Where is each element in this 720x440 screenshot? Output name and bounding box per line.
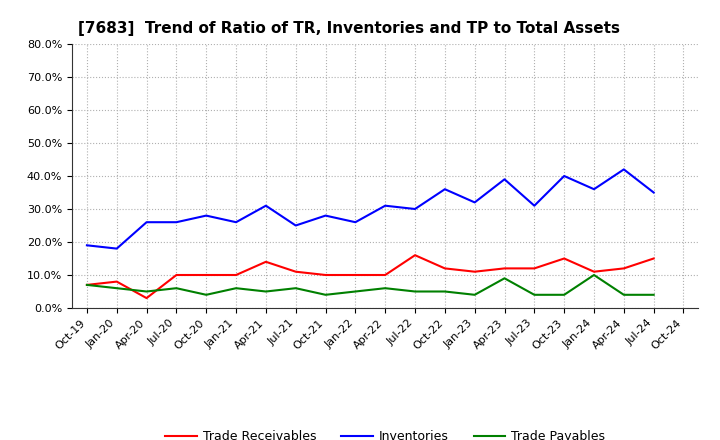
Inventories bbox=[619, 167, 628, 172]
Trade Payables bbox=[202, 292, 210, 297]
Trade Receivables bbox=[112, 279, 121, 284]
Inventories bbox=[351, 220, 360, 225]
Trade Receivables bbox=[321, 272, 330, 278]
Trade Payables bbox=[470, 292, 479, 297]
Inventories bbox=[232, 220, 240, 225]
Trade Receivables bbox=[649, 256, 658, 261]
Trade Payables bbox=[351, 289, 360, 294]
Trade Receivables bbox=[560, 256, 569, 261]
Inventories bbox=[143, 220, 151, 225]
Trade Payables bbox=[83, 282, 91, 288]
Trade Receivables bbox=[590, 269, 598, 275]
Inventories bbox=[292, 223, 300, 228]
Inventories bbox=[83, 243, 91, 248]
Trade Receivables bbox=[381, 272, 390, 278]
Line: Trade Receivables: Trade Receivables bbox=[87, 255, 654, 298]
Trade Payables bbox=[590, 272, 598, 278]
Inventories bbox=[530, 203, 539, 209]
Trade Receivables bbox=[351, 272, 360, 278]
Inventories bbox=[441, 187, 449, 192]
Trade Receivables bbox=[530, 266, 539, 271]
Line: Trade Payables: Trade Payables bbox=[87, 275, 654, 295]
Trade Receivables bbox=[143, 296, 151, 301]
Trade Payables bbox=[172, 286, 181, 291]
Trade Payables bbox=[649, 292, 658, 297]
Trade Receivables bbox=[441, 266, 449, 271]
Trade Receivables bbox=[172, 272, 181, 278]
Trade Payables bbox=[112, 286, 121, 291]
Trade Payables bbox=[441, 289, 449, 294]
Trade Receivables bbox=[292, 269, 300, 275]
Text: [7683]  Trend of Ratio of TR, Inventories and TP to Total Assets: [7683] Trend of Ratio of TR, Inventories… bbox=[78, 21, 620, 36]
Trade Receivables bbox=[470, 269, 479, 275]
Inventories bbox=[500, 176, 509, 182]
Trade Payables bbox=[321, 292, 330, 297]
Trade Payables bbox=[530, 292, 539, 297]
Trade Payables bbox=[500, 275, 509, 281]
Trade Receivables bbox=[410, 253, 419, 258]
Legend: Trade Receivables, Inventories, Trade Payables: Trade Receivables, Inventories, Trade Pa… bbox=[161, 425, 610, 440]
Inventories bbox=[112, 246, 121, 251]
Trade Payables bbox=[410, 289, 419, 294]
Inventories bbox=[470, 200, 479, 205]
Trade Payables bbox=[381, 286, 390, 291]
Trade Payables bbox=[143, 289, 151, 294]
Inventories bbox=[202, 213, 210, 218]
Trade Receivables bbox=[261, 259, 270, 264]
Inventories bbox=[410, 206, 419, 212]
Trade Payables bbox=[232, 286, 240, 291]
Trade Receivables bbox=[232, 272, 240, 278]
Inventories bbox=[172, 220, 181, 225]
Inventories bbox=[261, 203, 270, 209]
Inventories bbox=[381, 203, 390, 209]
Inventories bbox=[560, 173, 569, 179]
Inventories bbox=[590, 187, 598, 192]
Trade Receivables bbox=[619, 266, 628, 271]
Trade Receivables bbox=[500, 266, 509, 271]
Inventories bbox=[321, 213, 330, 218]
Trade Payables bbox=[560, 292, 569, 297]
Trade Payables bbox=[261, 289, 270, 294]
Trade Payables bbox=[292, 286, 300, 291]
Trade Receivables bbox=[202, 272, 210, 278]
Trade Receivables bbox=[83, 282, 91, 288]
Inventories bbox=[649, 190, 658, 195]
Trade Payables bbox=[619, 292, 628, 297]
Line: Inventories: Inventories bbox=[87, 169, 654, 249]
